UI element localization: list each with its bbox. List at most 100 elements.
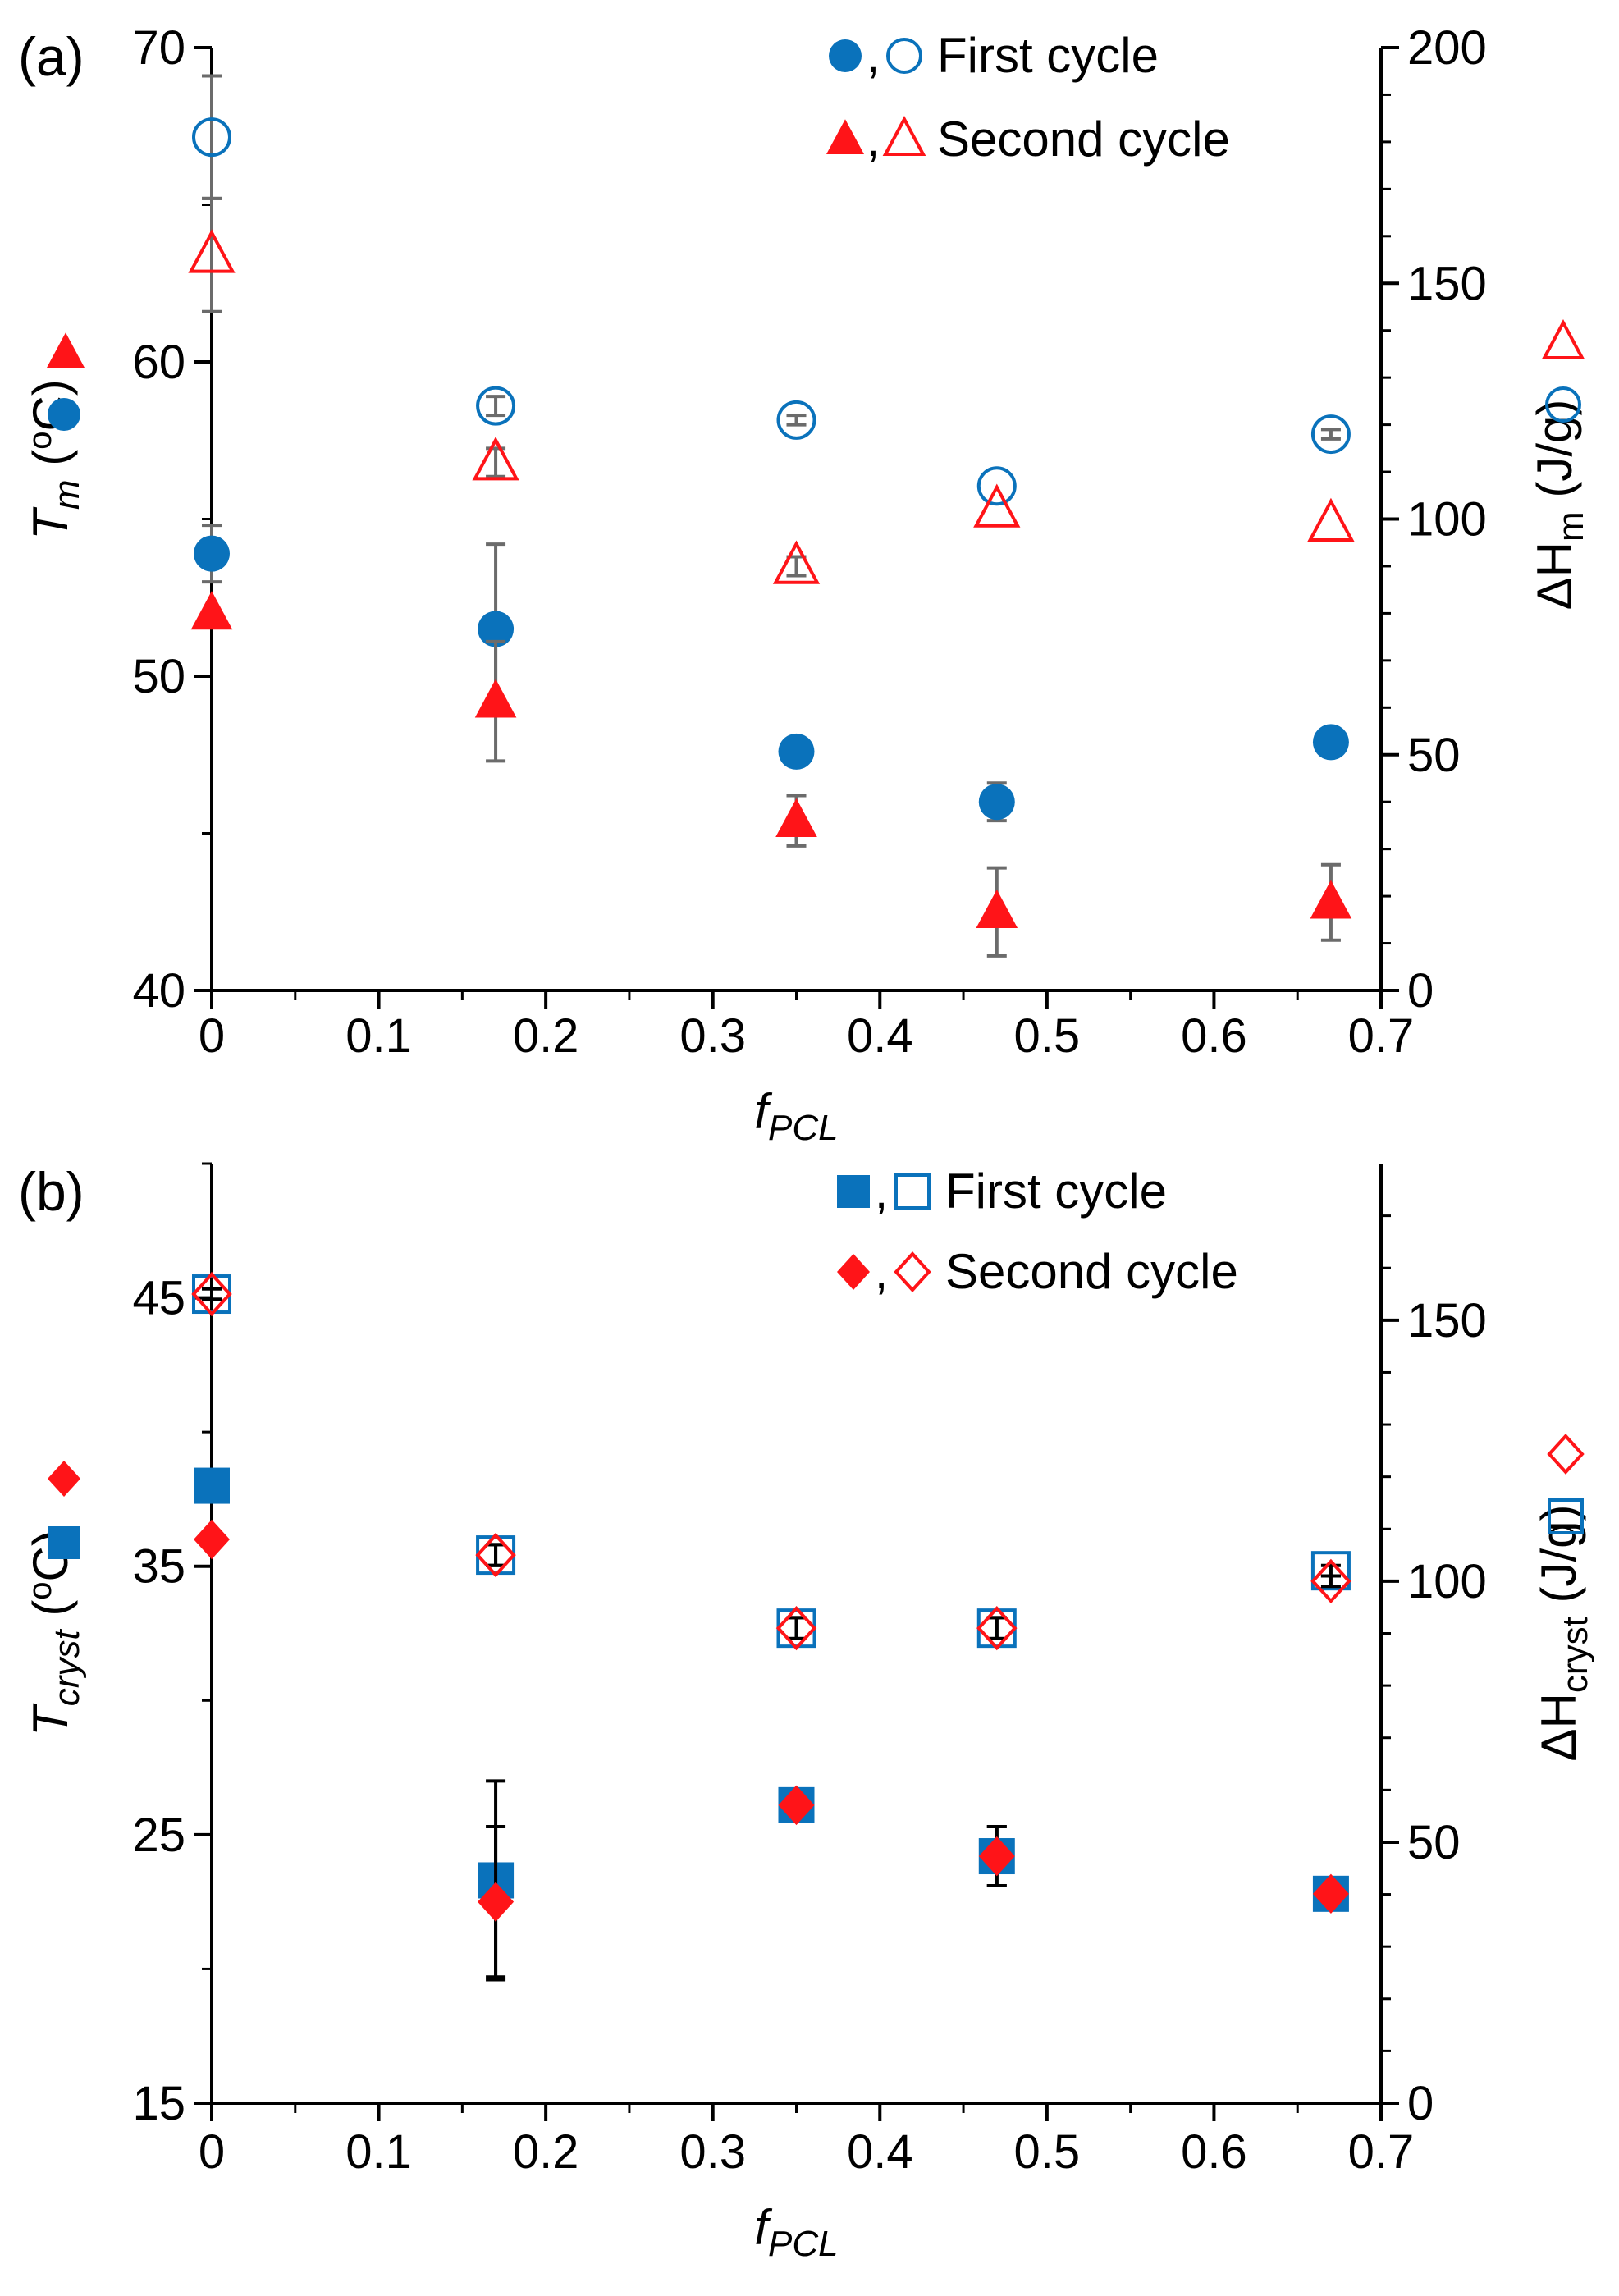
x-tick-label: 0.2 xyxy=(513,1009,579,1063)
y-left-label-marker xyxy=(47,332,85,368)
y-right-tick-label: 100 xyxy=(1407,493,1487,547)
x-axis-label: fPCL xyxy=(754,2200,838,2264)
y-left-tick-label: 40 xyxy=(132,964,185,1018)
data-point xyxy=(776,400,816,440)
x-tick-label: 0.6 xyxy=(1181,1009,1247,1063)
x-tick-label: 0.7 xyxy=(1348,1009,1415,1063)
data-point xyxy=(976,466,1017,506)
data-point xyxy=(478,1882,515,1922)
y-left-label-marker xyxy=(48,1461,80,1497)
y-right-label-marker xyxy=(1541,318,1585,359)
legend-comma: , xyxy=(875,1246,888,1299)
data-point xyxy=(478,611,515,647)
data-point xyxy=(978,1836,1015,1877)
legend-label: Second cycle xyxy=(945,1244,1238,1299)
data-point xyxy=(1312,1873,1349,1914)
data-point xyxy=(475,1532,516,1578)
legend-marker-filled xyxy=(837,1254,870,1290)
legend-entry: , Second cycle xyxy=(826,112,1230,167)
data-point xyxy=(976,889,1018,929)
x-tick-label: 0.2 xyxy=(513,2125,579,2179)
x-tick-label: 0.5 xyxy=(1014,1009,1081,1063)
legend-marker-filled xyxy=(829,39,862,72)
panel-b: 0 0.1 0.2 0.3 0.4 0.5 0.6 0.7 15 25 35 45 0 50 100 150 (… xyxy=(18,1161,1595,2264)
y-left-tick-label: 70 xyxy=(132,21,185,75)
data-point xyxy=(1307,497,1355,542)
legend-marker-open xyxy=(894,1173,931,1210)
data-point xyxy=(978,784,1015,821)
x-tick-label: 0.5 xyxy=(1014,2125,1081,2179)
data-point xyxy=(775,1605,817,1651)
series-right-diamond-open xyxy=(191,1271,1351,1651)
series-left-triangle-filled xyxy=(190,591,1352,958)
legend-marker-open xyxy=(882,115,926,156)
x-tick-label: 0.7 xyxy=(1348,2125,1415,2179)
series-right-triangle-open xyxy=(188,196,1355,584)
series-right-square-open xyxy=(192,1274,1351,1649)
data-point xyxy=(191,1271,232,1317)
y-right-axis-label: ΔHm (J/g) xyxy=(1527,400,1591,611)
x-tick-label: 0.3 xyxy=(679,1009,746,1063)
legend-entry: , Second cycle xyxy=(837,1244,1238,1299)
y-left-tick-label: 45 xyxy=(132,1272,185,1325)
data-point xyxy=(1310,414,1351,455)
x-tick-label: 0.4 xyxy=(847,2125,913,2179)
data-point xyxy=(474,679,517,718)
legend-entry: , First cycle xyxy=(829,28,1159,83)
data-point xyxy=(194,1519,230,1560)
legend-marker-filled xyxy=(837,1175,870,1208)
y-left-label-marker xyxy=(48,398,80,431)
data-point xyxy=(1310,880,1352,919)
data-point xyxy=(188,229,236,273)
data-point xyxy=(190,591,233,630)
y-right-label-marker xyxy=(1547,1434,1585,1475)
data-point xyxy=(973,483,1021,528)
y-right-tick-label: 150 xyxy=(1407,257,1487,310)
x-tick-label: 0 xyxy=(199,2125,225,2179)
legend-marker-filled xyxy=(826,119,864,154)
legend-label: Second cycle xyxy=(937,112,1230,167)
legend-comma: , xyxy=(867,30,880,83)
legend-marker-open xyxy=(886,38,922,74)
y-right-axis-label: ΔHcryst (J/g) xyxy=(1531,1505,1595,1762)
series-left-diamond-filled xyxy=(194,1519,1349,1979)
legend-marker-open xyxy=(894,1251,931,1292)
data-point xyxy=(476,386,516,426)
panel-label: (b) xyxy=(18,1161,85,1222)
x-tick-label: 0 xyxy=(199,1009,225,1063)
y-left-tick-label: 50 xyxy=(132,650,185,703)
data-point xyxy=(772,540,821,584)
y-left-label-marker xyxy=(48,1526,80,1559)
x-tick-label: 0.4 xyxy=(847,1009,913,1063)
y-left-tick-label: 35 xyxy=(132,1540,185,1594)
data-point xyxy=(192,117,231,158)
y-right-tick-label: 100 xyxy=(1407,1555,1487,1608)
series-right-circle-open xyxy=(192,74,1351,506)
legend-label: First cycle xyxy=(945,1164,1167,1219)
y-left-tick-label: 15 xyxy=(132,2077,185,2130)
data-point xyxy=(976,1605,1018,1651)
x-axis-label: fPCL xyxy=(754,1084,838,1148)
data-point xyxy=(194,535,230,572)
y-right-label-marker xyxy=(1548,1498,1584,1534)
y-right-tick-label: 50 xyxy=(1407,1816,1461,1869)
y-right-tick-label: 0 xyxy=(1407,964,1434,1018)
data-point xyxy=(778,733,815,770)
x-tick-label: 0.1 xyxy=(345,1009,412,1063)
panel-label: (a) xyxy=(18,26,85,87)
y-right-tick-label: 50 xyxy=(1407,729,1461,782)
data-point xyxy=(1310,1558,1351,1604)
data-point xyxy=(472,437,519,481)
data-point xyxy=(194,1467,230,1504)
legend-comma: , xyxy=(875,1165,888,1219)
y-left-tick-label: 25 xyxy=(132,1809,185,1862)
y-right-tick-label: 0 xyxy=(1407,2077,1434,2130)
series-left-circle-filled xyxy=(194,524,1349,823)
y-right-tick-label: 200 xyxy=(1407,21,1487,75)
y-left-axis-label: Tcryst (oC) xyxy=(22,1530,87,1736)
data-point xyxy=(1312,724,1349,761)
x-tick-label: 0.3 xyxy=(679,2125,746,2179)
data-point xyxy=(778,1785,815,1826)
x-tick-label: 0.6 xyxy=(1181,2125,1247,2179)
